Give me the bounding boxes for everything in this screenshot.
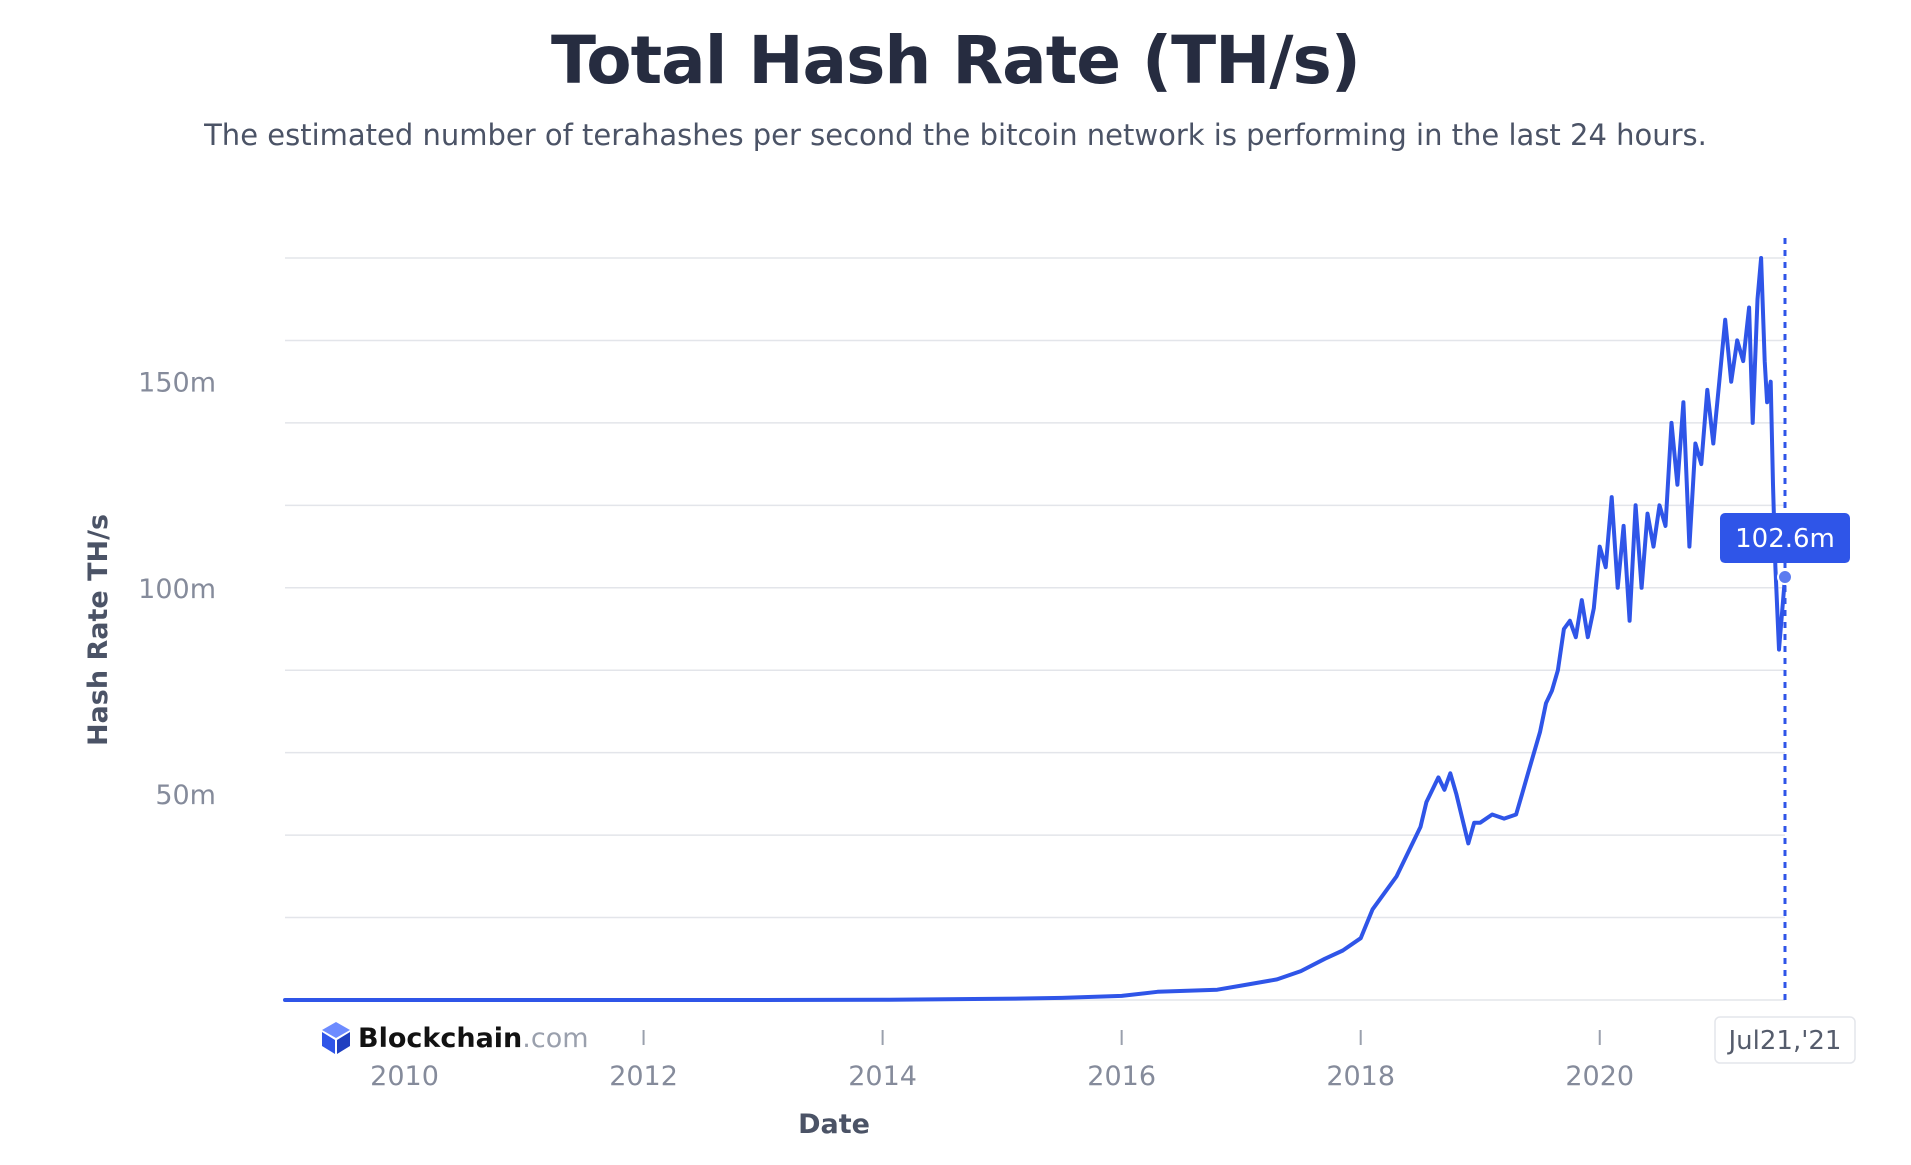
y-axis-tick-labels: 50m 100m 150m (138, 368, 216, 811)
x-axis-tick-labels: 2010 2012 2014 2016 2018 2020 (370, 1061, 1634, 1092)
brand-name: Blockchain (358, 1023, 522, 1054)
chart-subtitle: The estimated number of terahashes per s… (204, 118, 1707, 152)
hover-marker[interactable]: 102.6m Jul21,'21 (1714, 238, 1856, 1064)
y-tick-label: 150m (138, 368, 216, 399)
x-tick-label: 2014 (848, 1061, 917, 1092)
svg-text:Blockchain.com: Blockchain.com (358, 1023, 589, 1054)
blockchain-watermark: Blockchain.com (322, 1022, 589, 1054)
brand-suffix: .com (522, 1023, 588, 1054)
y-tick-label: 100m (138, 574, 216, 605)
y-tick-label: 50m (155, 780, 216, 811)
hash-rate-series-line (283, 256, 1787, 1002)
x-tick-label: 2012 (609, 1061, 678, 1092)
blockchain-cube-icon (322, 1022, 350, 1054)
x-axis-title: Date (798, 1109, 870, 1140)
chart-title: Total Hash Rate (TH/s) (551, 22, 1361, 99)
y-axis-title: Hash Rate TH/s (83, 514, 114, 746)
date-tooltip: Jul21,'21 (1714, 1016, 1856, 1064)
series-layer (283, 256, 1787, 1002)
hover-point[interactable] (1777, 569, 1793, 586)
value-tooltip: 102.6m (1720, 513, 1850, 564)
x-tick-label: 2016 (1087, 1061, 1156, 1092)
value-tooltip-label: 102.6m (1735, 524, 1835, 554)
grid-lines (285, 257, 1785, 1001)
x-axis-ticks (642, 1030, 1601, 1045)
date-tooltip-label: Jul21,'21 (1727, 1026, 1842, 1056)
x-tick-label: 2020 (1565, 1061, 1634, 1092)
x-tick-label: 2010 (370, 1061, 439, 1092)
x-tick-label: 2018 (1326, 1061, 1395, 1092)
